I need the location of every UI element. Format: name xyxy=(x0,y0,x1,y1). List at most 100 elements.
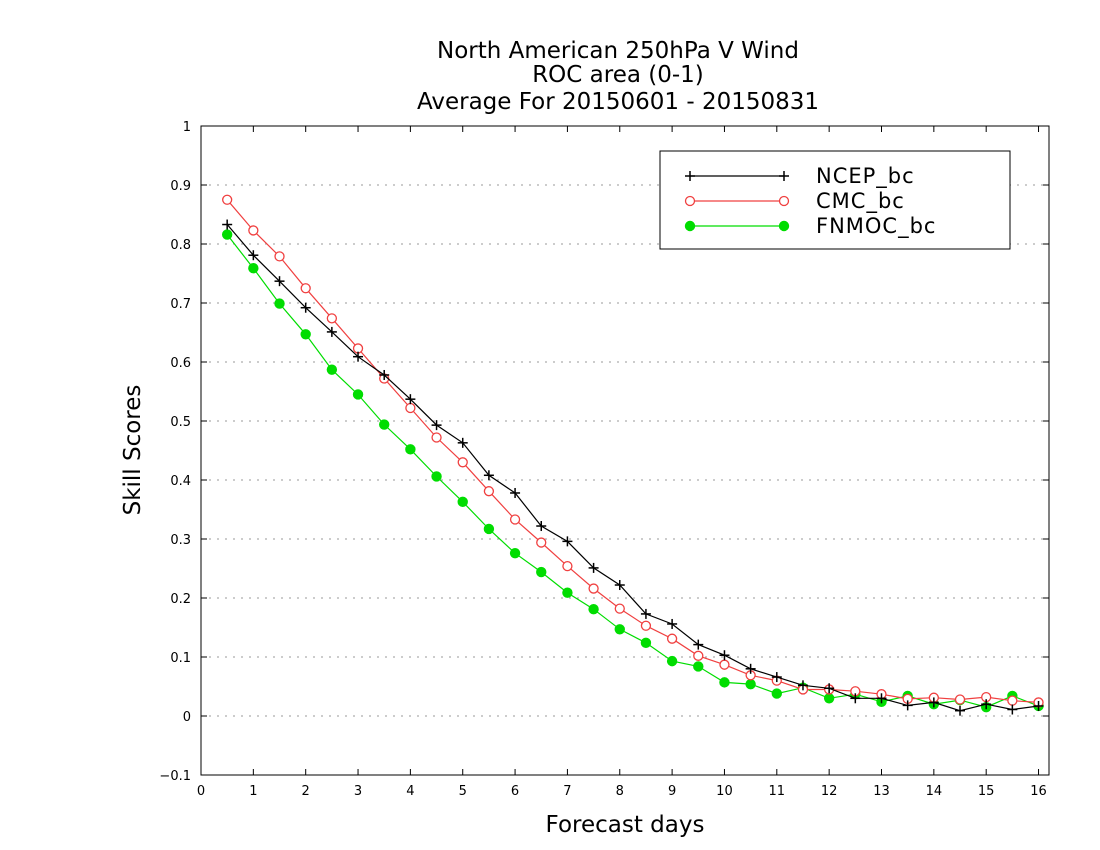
point-ncep-bc xyxy=(745,663,756,674)
legend-label-fnmoc-bc: FNMOC_bc xyxy=(816,214,936,239)
title-line-1: North American 250hPa V Wind xyxy=(437,38,799,64)
x-tick-label: 9 xyxy=(668,784,676,799)
x-axis-label: Forecast days xyxy=(546,812,705,838)
point-ncep-bc xyxy=(928,697,939,708)
point-cmc-bc xyxy=(326,313,338,324)
x-tick-label: 12 xyxy=(821,784,838,799)
y-axis-label: Skill Scores xyxy=(120,385,146,516)
y-tick-label: 0.1 xyxy=(170,651,191,666)
point-ncep-bc xyxy=(379,369,390,380)
point-fnmoc-bc xyxy=(221,229,233,240)
x-tick-label: 3 xyxy=(354,784,362,799)
point-fnmoc-bc xyxy=(614,624,625,635)
x-tick-label: 6 xyxy=(511,784,519,799)
point-fnmoc-bc xyxy=(274,298,285,309)
point-fnmoc-bc xyxy=(823,693,835,704)
series-fnmoc-bc xyxy=(221,229,1044,713)
point-fnmoc-bc xyxy=(457,496,468,508)
legend-marker-cmc-bc xyxy=(778,195,790,207)
x-tick-label: 4 xyxy=(406,784,414,799)
title-line-3: Average For 20150601 - 20150831 xyxy=(417,89,819,115)
point-cmc-bc xyxy=(274,251,285,262)
point-ncep-bc xyxy=(693,639,704,650)
point-cmc-bc xyxy=(666,633,678,644)
x-tick-label: 14 xyxy=(926,784,943,799)
point-ncep-bc xyxy=(457,437,468,448)
y-tick-label: 0.9 xyxy=(170,179,191,194)
legend-item-fnmoc-bc: FNMOC_bc xyxy=(684,214,936,239)
x-tick-label: 7 xyxy=(563,784,571,799)
point-cmc-bc xyxy=(1007,695,1018,706)
point-ncep-bc xyxy=(248,250,259,261)
point-fnmoc-bc xyxy=(352,389,364,400)
y-tick-label: 0.2 xyxy=(170,592,191,607)
point-cmc-bc xyxy=(248,225,259,236)
y-tick-label: 0.7 xyxy=(170,297,191,312)
y-tick-label: 0.4 xyxy=(170,474,191,489)
x-tick-label: 16 xyxy=(1030,784,1047,799)
legend-marker-ncep-bc xyxy=(685,171,695,181)
y-tick-label: 0.6 xyxy=(170,356,191,371)
point-fnmoc-bc xyxy=(771,688,783,699)
y-tick-label: 0.5 xyxy=(170,415,191,430)
point-cmc-bc xyxy=(352,343,364,354)
series-ncep-bc xyxy=(222,219,1044,716)
legend-box xyxy=(659,150,1011,250)
point-fnmoc-bc xyxy=(562,587,573,598)
point-cmc-bc xyxy=(405,402,416,414)
point-fnmoc-bc xyxy=(509,547,521,559)
x-tick-label: 15 xyxy=(978,784,995,799)
data-series xyxy=(221,194,1044,716)
point-cmc-bc xyxy=(483,486,495,497)
point-ncep-bc xyxy=(981,699,992,710)
point-cmc-bc xyxy=(509,514,521,525)
point-cmc-bc xyxy=(640,620,652,631)
x-tick-label: 5 xyxy=(459,784,467,799)
legend-marker-ncep-bc xyxy=(779,171,789,181)
legend-marker-fnmoc-bc xyxy=(684,220,696,232)
point-ncep-bc xyxy=(326,326,337,337)
point-fnmoc-bc xyxy=(640,637,652,649)
series-cmc-bc xyxy=(222,194,1044,708)
point-ncep-bc xyxy=(222,219,233,230)
point-fnmoc-bc xyxy=(483,523,495,535)
point-fnmoc-bc xyxy=(405,444,416,455)
point-fnmoc-bc xyxy=(379,419,390,430)
x-tick-label: 11 xyxy=(769,784,786,799)
point-ncep-bc xyxy=(902,700,913,711)
y-tick-label: 0 xyxy=(183,710,191,725)
point-ncep-bc xyxy=(876,693,887,704)
point-ncep-bc xyxy=(719,650,730,661)
legend-label-cmc-bc: CMC_bc xyxy=(816,189,905,214)
point-ncep-bc xyxy=(405,394,416,405)
point-cmc-bc xyxy=(693,650,704,661)
point-ncep-bc xyxy=(588,562,599,573)
point-ncep-bc xyxy=(536,521,547,532)
plot-frame xyxy=(200,125,1050,776)
point-ncep-bc xyxy=(562,536,573,547)
point-ncep-bc xyxy=(824,683,835,694)
point-ncep-bc xyxy=(1007,704,1018,715)
point-cmc-bc xyxy=(954,694,966,705)
point-ncep-bc xyxy=(274,276,285,287)
point-cmc-bc xyxy=(222,194,233,205)
point-ncep-bc xyxy=(483,470,494,481)
point-ncep-bc xyxy=(431,420,442,431)
point-cmc-bc xyxy=(431,432,442,443)
grid-lines xyxy=(201,184,1049,717)
point-cmc-bc xyxy=(588,583,599,594)
point-fnmoc-bc xyxy=(326,364,338,375)
point-cmc-bc xyxy=(457,457,468,468)
point-cmc-bc xyxy=(719,659,730,670)
point-ncep-bc xyxy=(955,705,966,716)
point-fnmoc-bc xyxy=(745,678,756,690)
point-cmc-bc xyxy=(614,603,625,614)
y-tick-label: −0.1 xyxy=(159,769,191,784)
line-fnmoc-bc xyxy=(226,234,1039,708)
y-tick-label: 1 xyxy=(183,120,191,135)
point-cmc-bc xyxy=(536,537,547,548)
point-fnmoc-bc xyxy=(693,661,704,672)
line-cmc-bc xyxy=(226,199,1039,703)
